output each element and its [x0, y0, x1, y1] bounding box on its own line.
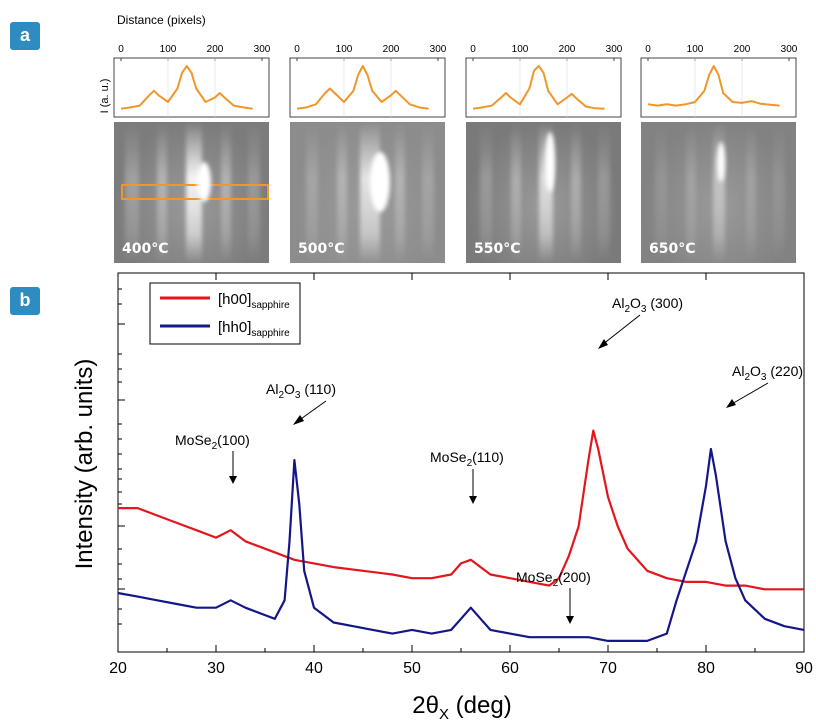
annotation-al2o3-220: Al2O3 (220) — [732, 363, 803, 383]
annotation-mose2-100: MoSe2(100) — [175, 432, 250, 452]
y-axis-title: Intensity (arb. units) — [71, 359, 98, 570]
distance-tick-label: 100 — [160, 44, 177, 55]
temperature-label-500: 500°C — [298, 241, 345, 257]
distance-tick-label: 300 — [781, 44, 798, 55]
specular-spot — [370, 152, 390, 212]
diffraction-streak — [221, 122, 231, 263]
diffraction-streak — [746, 122, 756, 263]
x-tick-label: 30 — [207, 660, 225, 677]
annotation-mose2-110: MoSe2(110) — [430, 449, 504, 469]
x-tick-label: 20 — [109, 660, 127, 677]
distance-tick-label: 100 — [687, 44, 704, 55]
diffraction-streak — [655, 122, 667, 263]
temperature-label-650: 650°C — [649, 241, 696, 257]
distance-tick-label: 200 — [207, 44, 224, 55]
distance-tick-label: 200 — [559, 44, 576, 55]
roi-box — [121, 184, 269, 200]
annotation-mose2-200: MoSe2(200) — [516, 569, 591, 589]
distance-tick-label: 100 — [512, 44, 529, 55]
diffraction-streak — [686, 122, 696, 263]
profile-panel-0: 0 100 200 300 — [113, 44, 271, 118]
xrd-chart: 20 30 40 50 60 70 80 90 [h00]sapphire [hh0]sapp… — [71, 272, 813, 723]
profile-line-400°C — [120, 65, 253, 110]
annotation-al2o3-300: Al2O3 (300) — [612, 295, 683, 315]
distance-axis-label: Distance (pixels) — [117, 13, 206, 27]
specular-spot — [197, 162, 211, 202]
diffraction-streak — [598, 122, 610, 263]
profile-frame — [113, 57, 270, 118]
specular-spot — [545, 132, 555, 192]
legend: [h00]sapphire [hh0]sapphire — [149, 282, 301, 345]
distance-tick-label: 300 — [430, 44, 447, 55]
diffraction-streak — [511, 122, 521, 263]
panel-b-badge: b — [10, 287, 40, 315]
intensity-axis-label: I (a. u.) — [99, 79, 111, 114]
profile-panel-1: 0 100 200 300 — [289, 44, 447, 118]
profile-frame — [289, 57, 446, 118]
distance-tick-label: 300 — [254, 44, 271, 55]
annotation-al2o3-110: Al2O3 (110) — [266, 381, 336, 401]
x-tick-label: 90 — [795, 660, 813, 677]
legend-h00-sub: sapphire — [251, 300, 290, 311]
diffraction-streak — [248, 122, 260, 263]
diffraction-streak — [773, 122, 785, 263]
profile-frame — [465, 57, 622, 118]
profile-line-500°C — [296, 65, 429, 110]
distance-tick-label: 200 — [383, 44, 400, 55]
x-tick-label: 70 — [599, 660, 617, 677]
distance-tick-label: 0 — [118, 44, 124, 55]
rheed-image-550: 550°C — [466, 122, 621, 263]
series-line-1 — [117, 447, 805, 642]
profile-panel-2: 0 100 200 300 — [465, 44, 623, 118]
diffraction-streak — [395, 122, 405, 263]
diffraction-streak — [157, 122, 167, 263]
diffraction-streak — [571, 122, 581, 263]
profile-panel-3: 0 100 200 300 — [640, 44, 798, 118]
legend-hh0-sub: sapphire — [251, 328, 290, 339]
x-tick-label: 80 — [697, 660, 715, 677]
profile-frame — [640, 57, 797, 118]
distance-tick-label: 0 — [645, 44, 651, 55]
x-tick-label: 40 — [305, 660, 323, 677]
specular-spot — [717, 142, 725, 182]
distance-tick-label: 0 — [470, 44, 476, 55]
diffraction-streak — [337, 122, 347, 263]
rheed-profiles-chart: Distance (pixels) I (a. u.) 0 100 200 300 0 1… — [99, 13, 798, 118]
distance-tick-label: 100 — [336, 44, 353, 55]
x-axis-title: 2θX (deg) — [412, 692, 511, 723]
distance-tick-label: 200 — [734, 44, 751, 55]
temperature-label-550: 550°C — [474, 241, 521, 257]
diffraction-streak — [422, 122, 434, 263]
diffraction-streak — [186, 122, 202, 263]
diffraction-streak — [480, 122, 492, 263]
rheed-image-500: 500°C — [290, 122, 445, 263]
rheed-image-400: 400°C — [114, 122, 269, 263]
series-line-0 — [118, 429, 804, 591]
x-tick-label: 50 — [403, 660, 421, 677]
rheed-image-650: 650°C — [641, 122, 796, 263]
peak-annotations: MoSe2(100) Al2O3 (110) MoSe2(110) Al2O3 … — [175, 295, 803, 624]
distance-tick-label: 0 — [294, 44, 300, 55]
distance-tick-label: 300 — [606, 44, 623, 55]
x-tick-label: 60 — [501, 660, 519, 677]
profile-line-650°C — [647, 65, 780, 107]
temperature-label-400: 400°C — [122, 241, 169, 257]
diffraction-streak — [125, 122, 139, 263]
diffraction-streak — [306, 122, 318, 263]
profile-line-550°C — [472, 65, 605, 110]
panel-a-badge: a — [10, 22, 40, 50]
